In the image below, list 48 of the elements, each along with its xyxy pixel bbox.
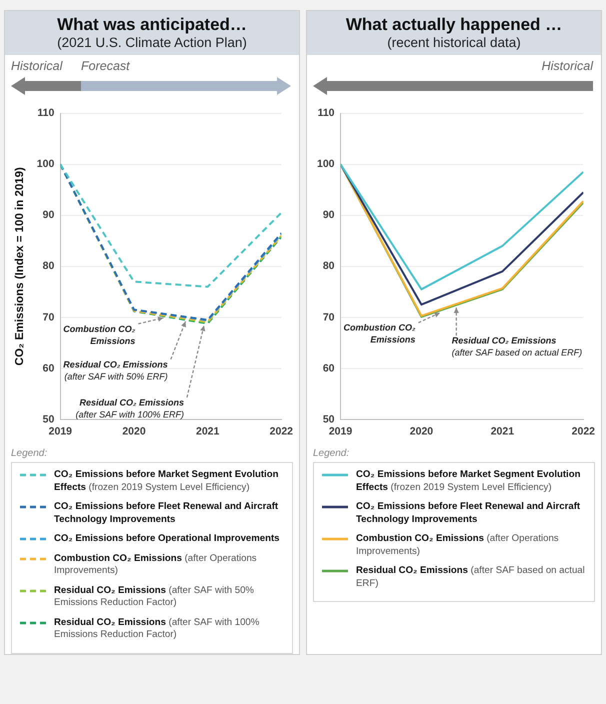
y-tick-label: 50 [322, 413, 335, 426]
legend-title: Legend: [11, 448, 48, 459]
text: Forecast [81, 59, 131, 75]
line-series [60, 163, 282, 288]
legend-label: CO₂ Emissions before Market Segment Evolution Effects (frozen 2019 System Level Efficiency) [356, 469, 580, 492]
x-tick-label: 2019 [48, 426, 72, 438]
legend-label: CO₂ Emissions before Market Segment Evolution Effects (frozen 2019 System Level Efficiency) [54, 469, 278, 492]
chart-subtitle: (2021 U.S. Climate Action Plan) [56, 35, 248, 50]
x-tick-label: 2022 [270, 426, 294, 438]
y-tick-label: 90 [322, 209, 335, 222]
annotation: Residual CO₂ Emissions (after SAF with 50% ERF) [63, 359, 168, 382]
legend-label: CO₂ Emissions before Operational Improvements [54, 533, 280, 544]
text: Residual CO₂ Emissions (after SAF based on actual ERF) [452, 336, 582, 358]
annotation: Residual CO₂ Emissions (after SAF with 100% ERF) [76, 397, 184, 420]
x-tick-label: 2020 [410, 426, 434, 438]
legend-label: Residual CO₂ Emissions (after SAF with 50% Emissions Reduction Factor) [54, 584, 254, 608]
text: Combustion CO₂ Emissions (after Operations Improvements) [356, 533, 559, 556]
y-tick-label: 70 [42, 311, 54, 324]
annotation: Combustion CO₂ Emissions [344, 322, 416, 345]
legend-label: CO₂ Emissions before Fleet Renewal and Aircraft Technology Improvements [54, 501, 278, 524]
x-tick-label: 2021 [490, 426, 514, 438]
text: Historical [11, 59, 64, 75]
y-tick-label: 60 [322, 362, 335, 374]
y-tick-label: 70 [322, 311, 335, 324]
text: Historical [540, 59, 593, 75]
x-tick-label: 2021 [196, 426, 220, 438]
text: Residual CO₂ Emissions (after SAF based on actual ERF) [356, 565, 585, 588]
legend-label: CO₂ Emissions before Fleet Renewal and Aircraft Technology Improvements [356, 501, 580, 524]
y-tick-label: 110 [318, 107, 335, 120]
y-tick-label: 80 [42, 260, 54, 272]
y-tick-label: 80 [322, 260, 335, 272]
legend-label: Residual CO₂ Emissions (after SAF with 100% Emissions Reduction Factor) [54, 616, 260, 640]
chart-title: What was anticipated… [56, 15, 248, 35]
x-tick-label: 2020 [122, 426, 146, 438]
chart-subtitle: (recent historical data) [386, 35, 522, 50]
annotation: Combustion CO₂ Emissions [63, 324, 136, 346]
y-axis-title: CO₂ Emissions (Index = 100 in 2019) [14, 166, 26, 366]
legend-title: Legend: [313, 448, 350, 459]
y-tick-label: 60 [42, 362, 54, 374]
chart-title: What actually happened … [344, 15, 564, 35]
y-tick-label: 90 [42, 209, 54, 222]
x-tick-label: 2019 [328, 426, 352, 438]
y-tick-label: 50 [42, 413, 54, 426]
y-tick-label: 100 [316, 158, 335, 170]
text: Combustion CO₂ Emissions (after Operations Improvements) [54, 552, 257, 576]
y-tick-label: 110 [37, 107, 54, 120]
y-tick-label: 100 [36, 158, 54, 170]
x-tick-label: 2022 [572, 426, 596, 438]
